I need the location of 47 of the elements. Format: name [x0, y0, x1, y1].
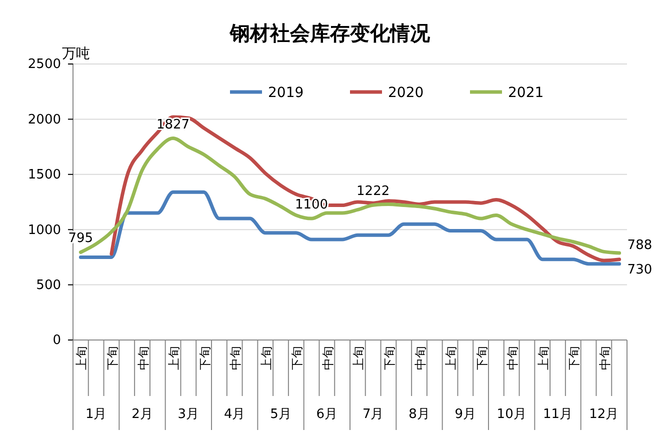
chart-title: 钢材社会库存变化情况 [229, 21, 431, 45]
text: 8月 [408, 407, 430, 422]
y-tick-label: 1500 [28, 168, 61, 183]
x-tick-label: 上旬 [444, 346, 458, 370]
data-label: 788 [627, 238, 652, 254]
data-label: 1100 [294, 198, 328, 213]
y-tick-label: 2500 [28, 57, 61, 72]
x-tick-label: 上旬 [352, 346, 366, 370]
data-label: 1222 [356, 184, 390, 200]
y-tick-label: 1000 [28, 222, 61, 238]
x-tick-label: 下旬 [474, 346, 489, 370]
line-series [110, 115, 622, 262]
y-tick-label: 0 [52, 333, 61, 348]
text: 11月 [542, 407, 573, 422]
y-tick-label: 500 [36, 278, 61, 293]
text: 5月 [270, 407, 292, 422]
x-tick-label: 中旬 [228, 346, 243, 370]
text: 7月 [362, 407, 384, 422]
x-tick-label: 上旬 [167, 346, 182, 370]
text: 12月 [589, 407, 619, 422]
x-tick-label: 上旬 [536, 346, 550, 370]
text: 1月 [85, 407, 107, 422]
text: 2月 [132, 407, 153, 422]
x-tick-label: 下旬 [290, 346, 304, 370]
text: 3月 [178, 407, 200, 422]
x-tick-label: 中旬 [506, 346, 520, 370]
x-tick-label: 下旬 [567, 346, 582, 370]
legend-label: 2020 [388, 85, 424, 101]
text: 9月 [454, 407, 476, 422]
x-tick-label: 上旬 [259, 346, 274, 370]
y-axis-title: 万吨 [62, 46, 90, 62]
x-tick-label: 下旬 [198, 346, 212, 370]
y-tick-label: 2000 [28, 112, 61, 128]
x-tick-label: 中旬 [413, 346, 428, 370]
data-label: 795 [68, 231, 94, 246]
x-tick-label: 下旬 [105, 346, 120, 370]
x-tick-label: 上旬 [74, 346, 89, 370]
x-tick-label: 中旬 [136, 346, 150, 370]
legend-label: 2019 [268, 85, 304, 101]
text: 10月 [496, 407, 526, 422]
text: 6月 [316, 407, 338, 422]
text: 4月 [224, 407, 246, 422]
x-tick-label: 下旬 [382, 346, 396, 370]
legend-label: 2021 [508, 85, 544, 101]
x-tick-label: 中旬 [320, 346, 335, 370]
x-tick-label: 中旬 [598, 346, 612, 370]
data-label: 730 [627, 262, 652, 278]
